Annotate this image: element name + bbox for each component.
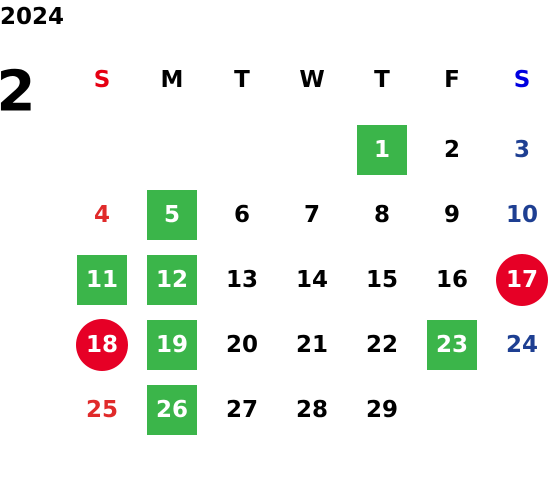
day: 19 <box>156 332 188 358</box>
day: 15 <box>366 267 398 293</box>
weekday: S <box>94 67 111 93</box>
day: 21 <box>296 332 328 358</box>
day: 29 <box>366 397 398 423</box>
day: 14 <box>296 267 328 293</box>
day: 17 <box>506 267 538 293</box>
day: 23 <box>436 332 468 358</box>
day: 22 <box>366 332 398 358</box>
day: 25 <box>86 397 118 423</box>
holiday-circle <box>76 319 128 371</box>
day: 3 <box>514 137 530 163</box>
day: 18 <box>86 332 118 358</box>
holiday-square <box>147 190 197 240</box>
holiday-square <box>357 125 407 175</box>
holiday-circle <box>496 254 548 306</box>
weekday: F <box>444 67 460 93</box>
weekday: W <box>299 67 324 93</box>
day: 1 <box>374 137 390 163</box>
day: 13 <box>226 267 258 293</box>
holiday-square <box>147 255 197 305</box>
holiday-square <box>147 320 197 370</box>
holiday-square <box>77 255 127 305</box>
day: 8 <box>374 202 390 228</box>
holiday-square <box>147 385 197 435</box>
day: 5 <box>164 202 180 228</box>
day: 28 <box>296 397 328 423</box>
day: 24 <box>506 332 538 358</box>
weekday: T <box>234 67 250 93</box>
day: 16 <box>436 267 468 293</box>
day: 6 <box>234 202 250 228</box>
day: 12 <box>156 267 188 293</box>
month: 2 <box>0 60 35 125</box>
day: 26 <box>156 397 188 423</box>
weekday: S <box>514 67 531 93</box>
weekday: T <box>374 67 390 93</box>
day: 27 <box>226 397 258 423</box>
day: 9 <box>444 202 460 228</box>
weekday: M <box>161 67 184 93</box>
year: 2024 <box>0 4 64 30</box>
day: 7 <box>304 202 320 228</box>
holiday-square <box>427 320 477 370</box>
day: 20 <box>226 332 258 358</box>
day: 4 <box>94 202 110 228</box>
day: 10 <box>506 202 538 228</box>
day: 11 <box>86 267 118 293</box>
day: 2 <box>444 137 460 163</box>
